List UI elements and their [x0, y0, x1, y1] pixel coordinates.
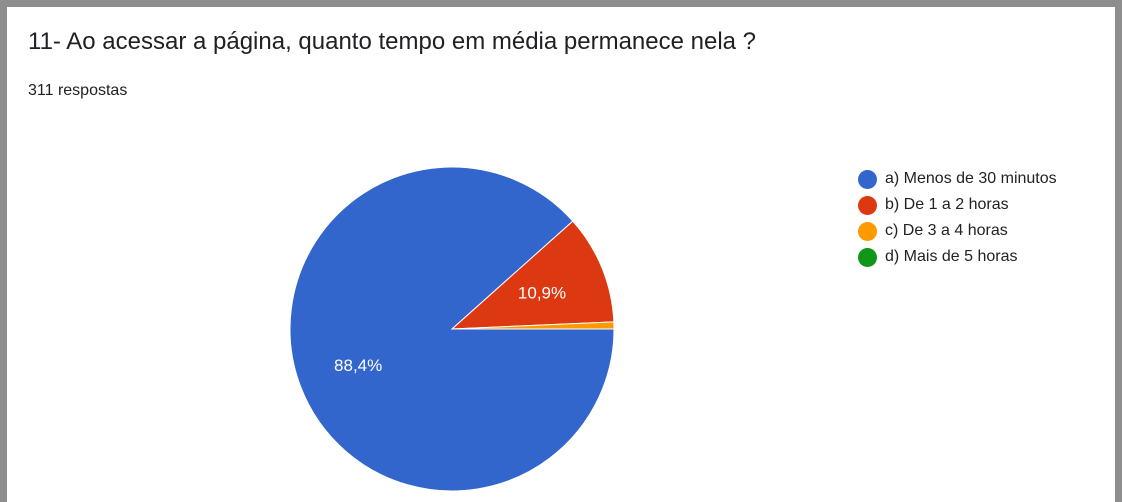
slice-b[interactable]	[450, 220, 615, 330]
legend-item-b[interactable]: b) De 1 a 2 horas	[858, 192, 1057, 218]
legend-label-b: b) De 1 a 2 horas	[885, 196, 1009, 213]
legend-swatch-d	[858, 247, 877, 267]
legend-label-c: c) De 3 a 4 horas	[885, 222, 1008, 239]
legend-label-a: a) Menos de 30 minutos	[885, 170, 1057, 187]
legend-item-a[interactable]: a) Menos de 30 minutos	[858, 166, 1057, 192]
slice-a-label: 88,4%	[334, 356, 382, 375]
legend-swatch-c	[858, 221, 877, 241]
response-count: 311 respostas	[28, 82, 128, 99]
slice-b-label: 10,9%	[518, 283, 566, 302]
legend-item-d[interactable]: d) Mais de 5 horas	[858, 244, 1057, 270]
slice-c[interactable]	[451, 321, 615, 330]
chart-legend: a) Menos de 30 minutos b) De 1 a 2 horas…	[858, 166, 1057, 270]
legend-label-d: d) Mais de 5 horas	[885, 248, 1018, 265]
legend-swatch-b	[858, 195, 877, 215]
legend-item-c[interactable]: c) De 3 a 4 horas	[858, 218, 1057, 244]
legend-swatch-a	[858, 169, 877, 189]
chart-title: 11- Ao acessar a página, quanto tempo em…	[28, 28, 757, 55]
